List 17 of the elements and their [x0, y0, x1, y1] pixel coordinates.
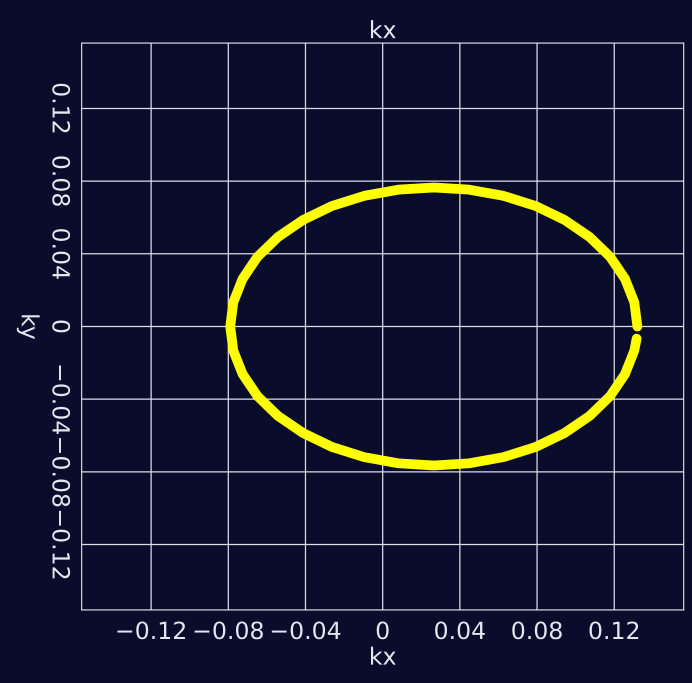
x-tick-label: −0.04 — [272, 621, 340, 640]
y-tick-label: 0.04 — [52, 229, 70, 279]
y-tick-label: 0 — [52, 320, 70, 332]
x-axis-title: kx — [370, 646, 396, 665]
x-tick-label: 0.12 — [590, 621, 638, 640]
y-tick-label: −0.12 — [52, 510, 70, 578]
x-tick-label: −0.08 — [194, 621, 263, 640]
y-tick-label: −0.08 — [52, 438, 70, 506]
y-tick-label: 0.08 — [52, 156, 70, 206]
x-tick-label: −0.12 — [117, 621, 185, 640]
y-tick-label: −0.04 — [52, 365, 70, 434]
y-axis-title: ky — [16, 315, 40, 340]
x-tick-label: 0.08 — [512, 621, 562, 640]
x-tick-label: 0.04 — [435, 621, 485, 640]
y-tick-label: 0.12 — [52, 84, 70, 132]
x-tick-label: 0 — [376, 621, 389, 640]
chart-title: kx — [370, 20, 396, 38]
